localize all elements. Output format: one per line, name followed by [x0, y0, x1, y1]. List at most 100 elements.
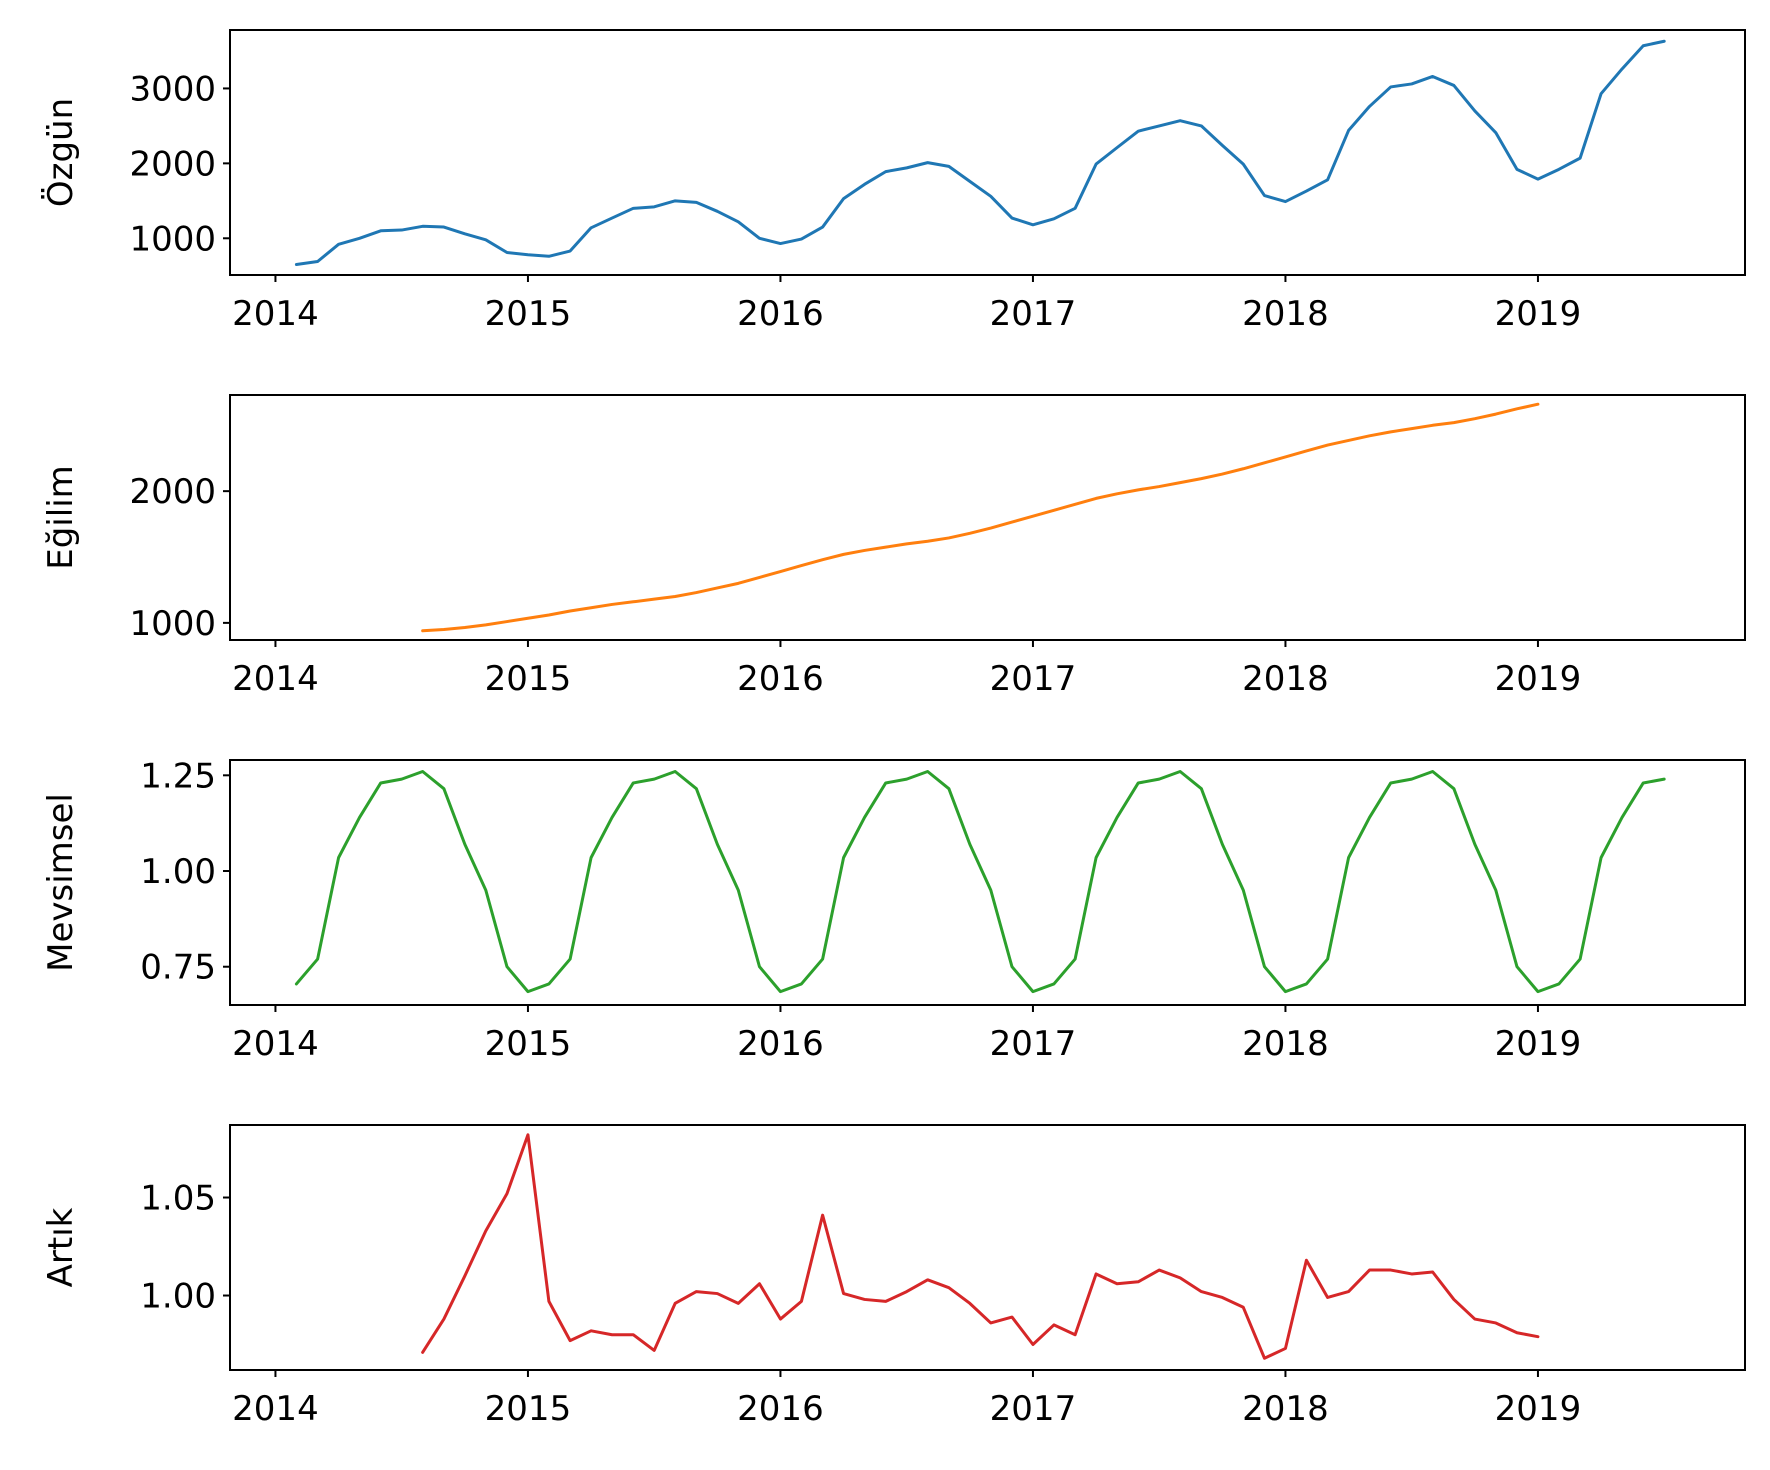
data-point: [569, 610, 572, 613]
data-point: [947, 536, 950, 539]
data-point: [674, 770, 677, 773]
data-point: [1200, 477, 1203, 480]
data-point: [1221, 473, 1224, 476]
data-point: [590, 856, 593, 859]
data-point: [1326, 178, 1329, 181]
data-point: [1158, 1269, 1161, 1272]
data-point: [1116, 1282, 1119, 1285]
data-point: [1326, 1296, 1329, 1299]
y-tick-label: 3000: [129, 69, 216, 109]
data-point: [968, 1302, 971, 1305]
panel-3: 2014 2015 2016 2017 2018 2019 0.75 1.00 1.25 Mevs…: [41, 756, 1746, 1064]
data-point: [1431, 1271, 1434, 1274]
data-point: [1074, 503, 1077, 506]
data-point: [1515, 168, 1518, 171]
data-point: [569, 958, 572, 961]
x-tick-label: 2018: [1242, 1024, 1329, 1064]
x-tick-label: 2016: [737, 659, 824, 699]
data-point: [526, 990, 529, 993]
data-point: [1410, 1272, 1413, 1275]
data-point: [779, 990, 782, 993]
data-point: [1221, 1296, 1224, 1299]
data-point: [505, 965, 508, 968]
axes-frame: [229, 1124, 1746, 1371]
data-point: [989, 1321, 992, 1324]
data-point: [632, 600, 635, 603]
y-axis-label: Eğilim: [41, 465, 81, 570]
series-line-2: [421, 402, 1540, 633]
data-point: [316, 260, 319, 263]
x-tick-label: 2017: [990, 1024, 1077, 1064]
y-axis-label: Artık: [41, 1207, 81, 1287]
data-point: [653, 1349, 656, 1352]
data-point: [1284, 990, 1287, 993]
data-point: [926, 1278, 929, 1281]
data-point: [1347, 1290, 1350, 1293]
x-tick-label: 2019: [1495, 294, 1582, 334]
data-point: [863, 549, 866, 552]
data-point: [505, 620, 508, 623]
data-point: [1389, 85, 1392, 88]
data-point: [1579, 958, 1582, 961]
data-point: [800, 1300, 803, 1303]
data-point: [842, 856, 845, 859]
data-point: [758, 1282, 761, 1285]
data-point: [1179, 1276, 1182, 1279]
data-point: [463, 1274, 466, 1277]
data-point: [569, 1339, 572, 1342]
series-line-1: [294, 39, 1666, 267]
data-point: [569, 250, 572, 253]
data-point: [1347, 129, 1350, 132]
data-point: [484, 889, 487, 892]
data-point: [1116, 816, 1119, 819]
x-tick-label: 2014: [232, 1024, 319, 1064]
data-point: [1494, 131, 1497, 134]
x-tick-label: 2014: [232, 659, 319, 699]
x-tick-label: 2017: [990, 659, 1077, 699]
data-point: [716, 843, 719, 846]
data-point: [505, 251, 508, 254]
y-axis-label: Özgün: [40, 98, 81, 207]
data-point: [779, 1318, 782, 1321]
data-point: [1305, 190, 1308, 193]
y-tick-label: 0.75: [140, 948, 216, 988]
data-point: [1284, 1347, 1287, 1350]
data-point: [1052, 509, 1055, 512]
data-point: [1452, 1298, 1455, 1301]
data-point: [1095, 856, 1098, 859]
data-point: [737, 1302, 740, 1305]
data-point: [442, 1318, 445, 1321]
axes-frame: [229, 29, 1746, 276]
x-tick-label: 2016: [737, 1024, 824, 1064]
data-point: [905, 778, 908, 781]
data-point: [1010, 1316, 1013, 1319]
axes-frame: [229, 759, 1746, 1006]
data-point: [1137, 488, 1140, 491]
data-point: [884, 170, 887, 173]
data-point: [1158, 778, 1161, 781]
data-point: [1579, 157, 1582, 160]
data-point: [1010, 521, 1013, 524]
data-point: [1095, 1272, 1098, 1275]
data-point: [1074, 207, 1077, 210]
data-point: [1642, 781, 1645, 784]
data-point: [1494, 889, 1497, 892]
data-point: [1116, 492, 1119, 495]
data-point: [863, 183, 866, 186]
data-point: [884, 781, 887, 784]
data-point: [905, 166, 908, 169]
data-point: [611, 1333, 614, 1336]
data-point: [947, 165, 950, 168]
data-point: [695, 787, 698, 790]
data-point: [1095, 163, 1098, 166]
data-point: [358, 816, 361, 819]
data-point: [295, 982, 298, 985]
data-point: [590, 226, 593, 229]
data-point: [1642, 44, 1645, 47]
axes-frame: [229, 394, 1746, 641]
data-point: [1200, 787, 1203, 790]
data-point: [611, 217, 614, 220]
data-point: [842, 1292, 845, 1295]
data-point: [737, 889, 740, 892]
